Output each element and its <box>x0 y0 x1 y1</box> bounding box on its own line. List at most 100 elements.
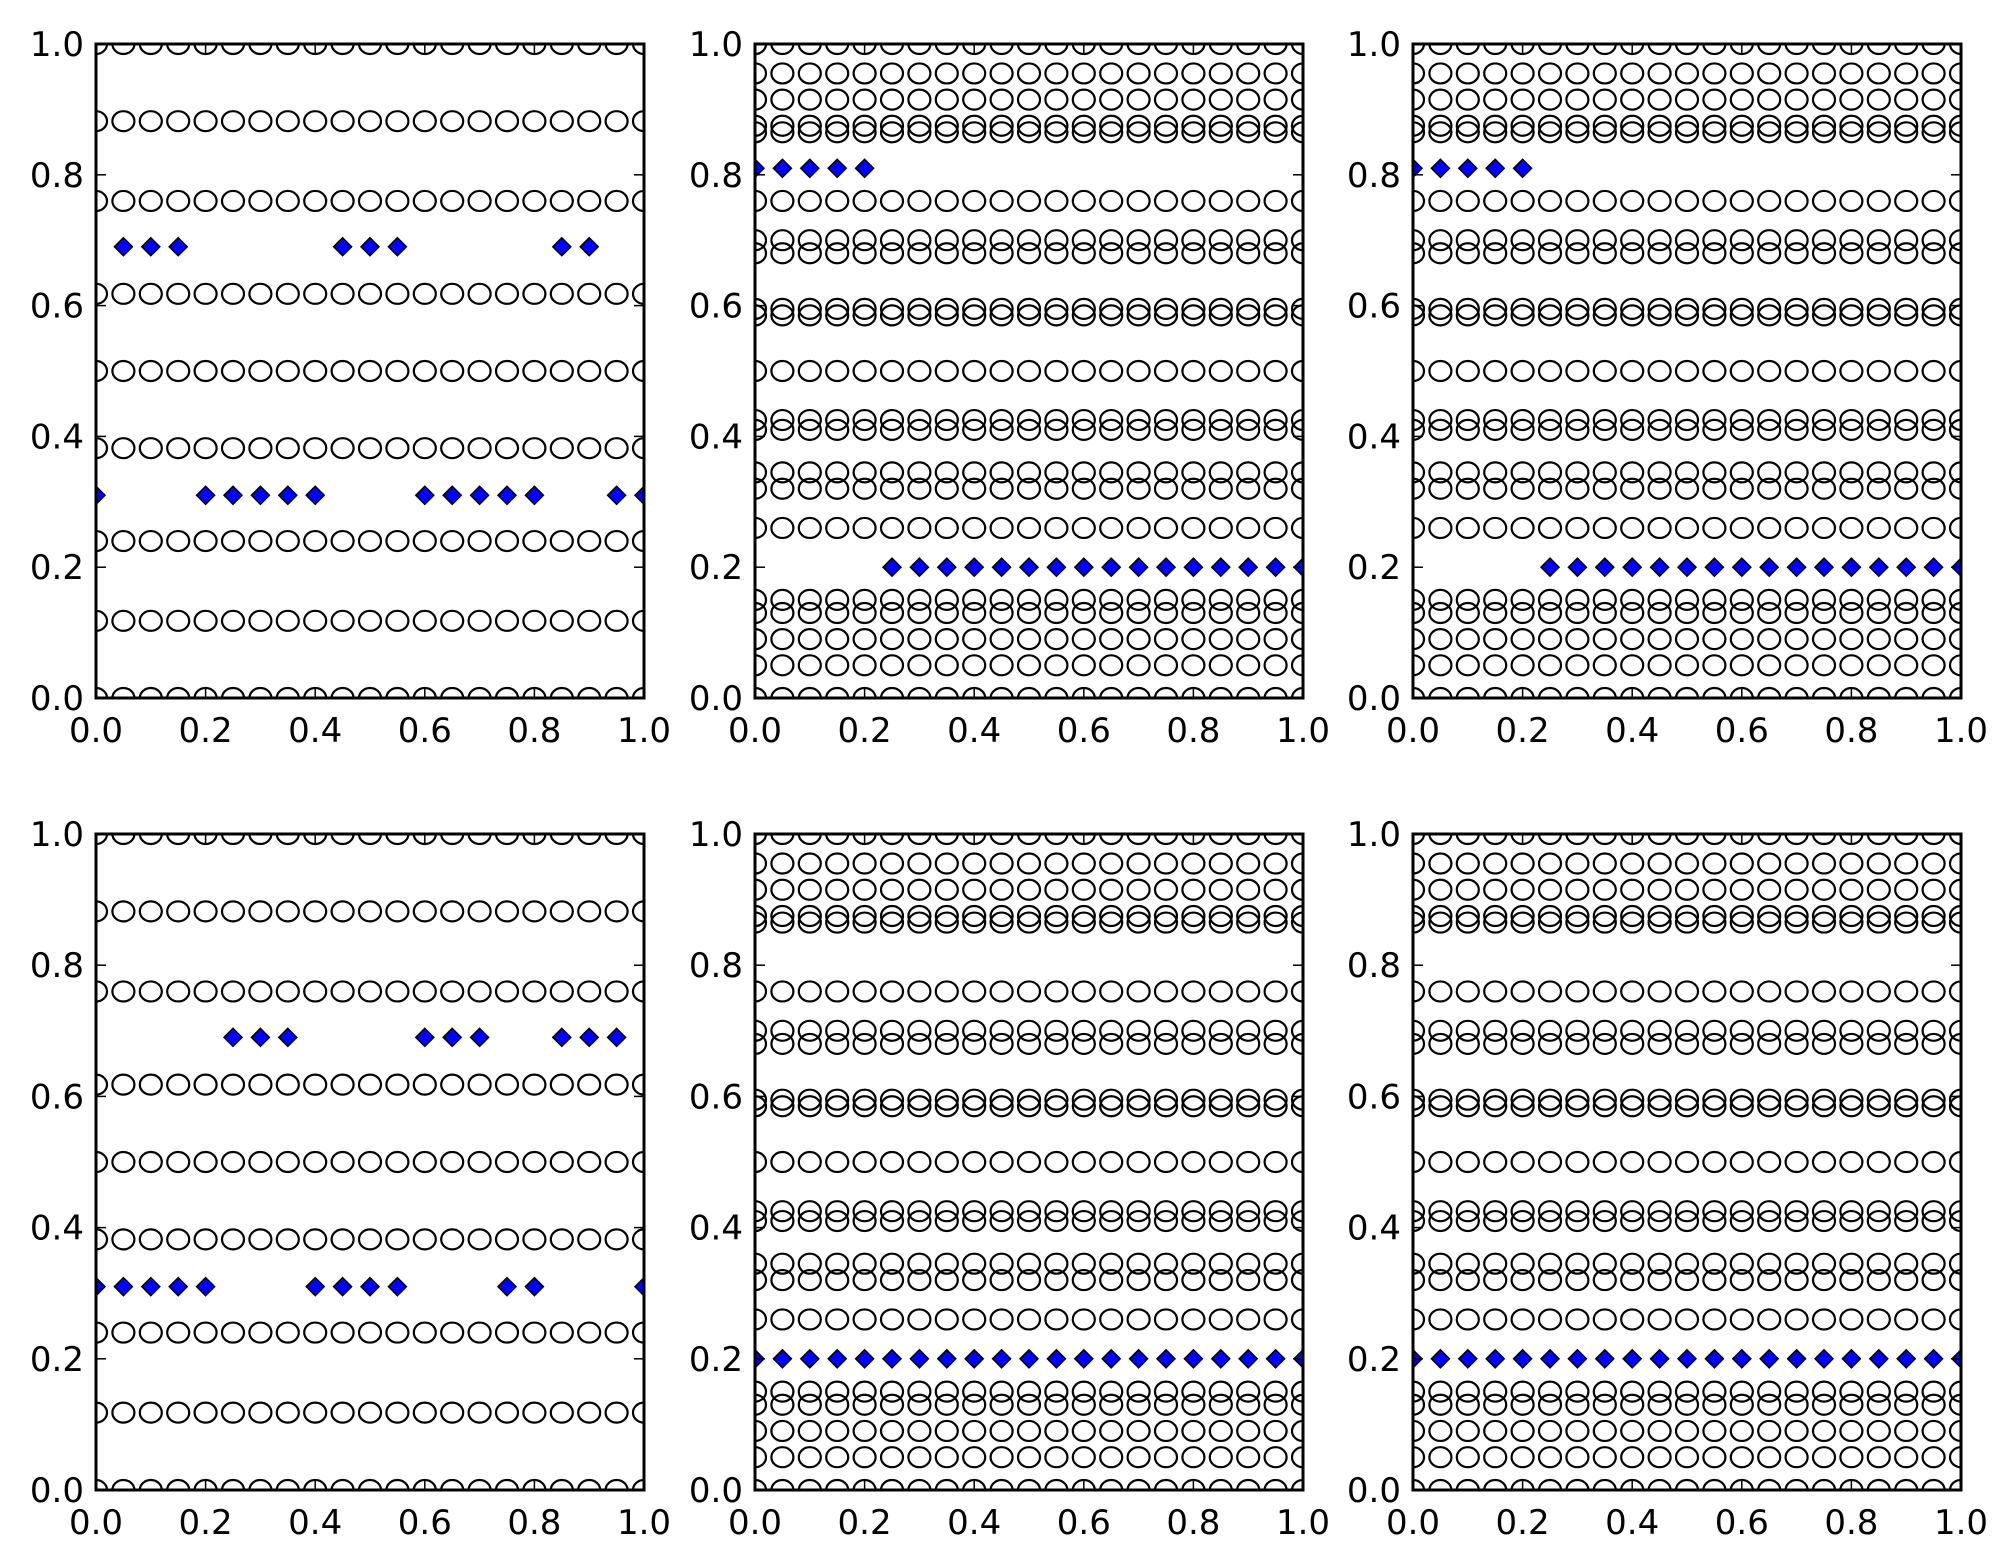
circle-marker <box>1208 601 1233 625</box>
circle-marker <box>1674 461 1700 484</box>
circle-marker <box>1099 359 1124 383</box>
circle-marker <box>1099 980 1124 1003</box>
circle-marker <box>577 1073 602 1096</box>
circle-marker <box>1620 62 1645 85</box>
circle-marker <box>1153 1446 1179 1469</box>
circle-marker <box>797 1446 822 1469</box>
circle-marker <box>1510 628 1535 651</box>
circle-marker <box>989 88 1014 111</box>
circle-marker <box>934 1380 959 1403</box>
diamond-marker <box>222 1027 244 1048</box>
circle-marker <box>1620 229 1645 252</box>
circle-marker <box>852 121 877 144</box>
circle-marker <box>1866 114 1891 137</box>
circle-marker <box>852 242 877 265</box>
circle-marker <box>1428 1088 1453 1111</box>
circle-marker <box>1044 686 1069 698</box>
circle-marker <box>1016 408 1042 432</box>
circle-marker <box>549 980 574 1003</box>
circle-marker <box>1208 1150 1233 1174</box>
circle-marker <box>1455 628 1480 651</box>
circle-marker <box>1592 242 1617 265</box>
x-tick-label: 0.2 <box>179 1503 233 1543</box>
circle-marker <box>1729 1268 1754 1292</box>
circle-marker <box>907 1095 932 1118</box>
circle-marker <box>1236 1019 1261 1042</box>
circle-marker <box>166 1321 191 1344</box>
circle-marker <box>770 242 795 265</box>
circle-marker <box>907 980 932 1003</box>
circle-marker <box>1948 904 1961 928</box>
circle-marker <box>1263 62 1288 85</box>
circle-marker <box>770 904 795 928</box>
diamond-marker <box>1704 557 1725 578</box>
circle-marker <box>604 1401 629 1424</box>
circle-marker <box>1208 408 1233 432</box>
diamond-marker <box>854 158 875 179</box>
circle-marker <box>166 1073 191 1096</box>
circle-marker <box>770 461 795 484</box>
circle-marker <box>1181 601 1206 625</box>
circle-marker <box>989 189 1014 213</box>
circle-marker <box>907 189 932 213</box>
circle-marker <box>907 911 932 934</box>
circle-marker <box>1126 461 1151 484</box>
circle-marker <box>1071 516 1096 540</box>
circle-marker <box>755 408 768 432</box>
x-tick-label: 0.4 <box>288 711 342 751</box>
circle-marker <box>1729 1209 1754 1233</box>
circle-marker <box>385 609 410 632</box>
circle-marker <box>907 242 932 265</box>
circle-marker <box>1428 834 1453 846</box>
circle-marker <box>111 834 136 846</box>
circle-marker <box>1510 62 1535 85</box>
circle-marker <box>1839 297 1864 320</box>
circle-marker <box>549 1321 574 1344</box>
circle-marker <box>1044 980 1069 1003</box>
circle-marker <box>220 900 246 923</box>
circle-marker <box>1565 1268 1590 1292</box>
circle-marker <box>1647 304 1672 327</box>
circle-marker <box>1153 242 1179 265</box>
circle-marker <box>1729 1095 1754 1118</box>
circle-marker <box>1729 852 1754 875</box>
circle-marker <box>934 1032 959 1056</box>
circle-marker <box>1537 418 1563 441</box>
circle-marker <box>1757 359 1782 383</box>
circle-marker <box>1757 418 1782 441</box>
circle-marker <box>1153 1393 1179 1416</box>
circle-marker <box>1537 88 1563 111</box>
circle-marker <box>330 980 355 1003</box>
circle-marker <box>220 1478 246 1490</box>
circle-marker <box>770 1252 795 1275</box>
circle-marker <box>1729 878 1754 901</box>
circle-marker <box>1592 1393 1617 1416</box>
circle-marker <box>1483 980 1508 1003</box>
circle-marker <box>1647 628 1672 651</box>
circle-marker <box>385 686 410 698</box>
circle-marker <box>96 189 109 213</box>
circle-marker <box>1866 242 1891 265</box>
circle-marker <box>1126 904 1151 928</box>
circle-marker <box>770 297 795 320</box>
circle-marker <box>1757 516 1782 540</box>
circle-marker <box>111 686 136 698</box>
circle-marker <box>1290 1200 1303 1223</box>
circle-marker <box>631 1321 644 1344</box>
circle-marker <box>1153 588 1179 612</box>
circle-marker <box>1044 852 1069 875</box>
circle-marker <box>1126 852 1151 875</box>
circle-marker <box>1413 114 1426 137</box>
circle-marker <box>549 1150 574 1174</box>
circle-marker <box>1757 852 1782 875</box>
circle-marker <box>1921 911 1946 934</box>
circle-marker <box>1099 878 1124 901</box>
circle-marker <box>1016 297 1042 320</box>
circle-marker <box>1592 477 1617 500</box>
circle-marker <box>1811 1150 1837 1174</box>
circle-marker <box>1263 88 1288 111</box>
circle-marker <box>1921 62 1946 85</box>
circle-marker <box>1839 1446 1864 1469</box>
circle-marker <box>1757 408 1782 432</box>
circle-marker <box>1620 852 1645 875</box>
